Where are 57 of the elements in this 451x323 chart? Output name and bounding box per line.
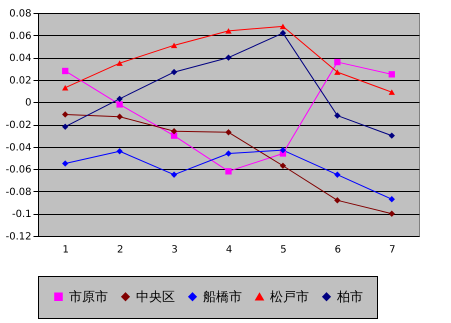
point [334,112,341,119]
point [170,42,178,48]
point [280,30,286,36]
y-tick-label: 0.08 [9,8,32,20]
point [62,84,68,90]
x-tick-label: 1 [62,244,69,256]
x-tick-label: 7 [389,244,396,256]
point [334,69,341,75]
point [388,132,395,139]
point [116,114,123,120]
point [334,172,341,178]
point [388,210,395,217]
point [225,150,232,157]
point [170,132,178,139]
point [62,111,68,118]
y-tick-label: -0.12 [6,232,32,242]
point [62,160,68,167]
x-tick-label: 5 [280,244,287,256]
point [170,172,178,178]
point [334,58,341,66]
y-tick-label: 0.02 [9,75,32,86]
y-tick-label: 0.04 [9,53,32,64]
point [225,129,232,136]
y-tick-label: 0 [25,98,32,109]
point [388,196,395,202]
point [280,146,286,154]
point [280,24,286,30]
legend-label: 柏市 [336,290,363,305]
x-tick-label: 2 [116,244,124,256]
point [225,168,232,174]
point [62,124,68,130]
y-tick-label: -0.1 [12,209,32,220]
y-tick-label: -0.02 [6,120,32,131]
point [388,89,395,95]
x-tick-label: 4 [226,244,232,256]
legend-label: 市原市 [69,290,108,305]
x-tick-label: 3 [171,244,178,256]
point [334,197,341,204]
point [280,162,286,169]
x-tick-label: 6 [334,244,342,256]
y-tick-label: -0.08 [6,186,32,198]
point [225,28,232,34]
y-tick-label: 0.06 [9,30,32,42]
point [170,128,178,134]
legend-label: 松戸市 [270,290,309,305]
point [116,148,123,154]
point [116,60,123,66]
y-tick-label: -0.06 [6,164,32,176]
point [62,68,68,74]
point [225,54,232,61]
point [116,96,123,102]
y-tick-label: -0.04 [6,142,32,154]
legend-label: 中央区 [136,290,175,305]
point [116,101,123,108]
point [388,71,395,78]
legend-label: 船橋市 [203,290,242,305]
point [170,68,178,76]
